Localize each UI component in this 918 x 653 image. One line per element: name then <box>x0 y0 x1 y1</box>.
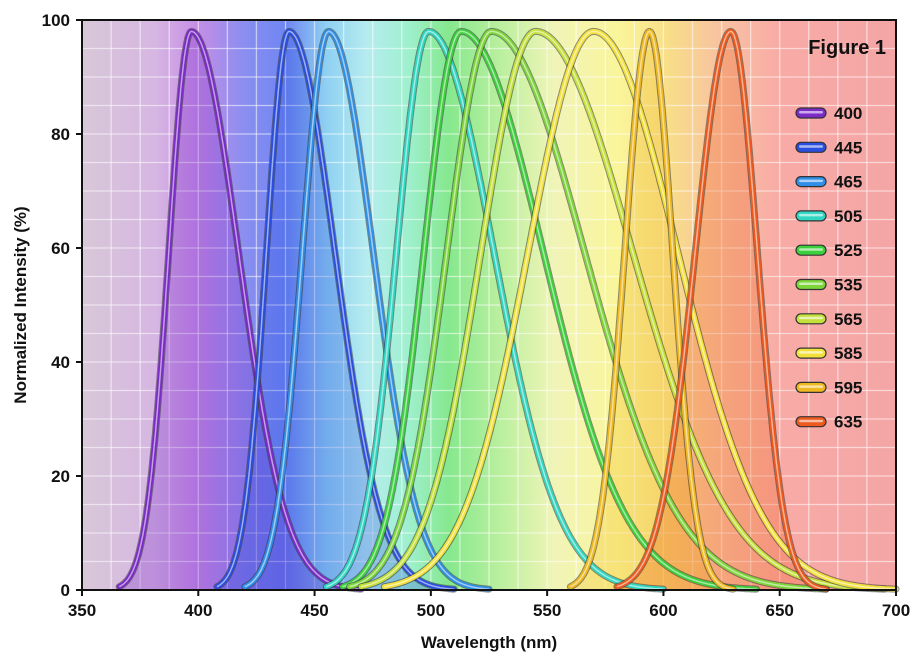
legend-label: 585 <box>834 344 862 363</box>
series-line-535 <box>346 27 830 593</box>
x-ticks: 350 400 450 500 550 600 650 700 <box>68 590 910 620</box>
y-tick-label: 0 <box>61 581 70 600</box>
chart-title: Figure 1 <box>808 37 886 59</box>
x-tick-label: 400 <box>184 601 212 620</box>
y-axis-title: Normalized Intensity (%) <box>11 206 30 403</box>
x-tick-label: 500 <box>417 601 445 620</box>
legend-label: 465 <box>834 173 862 192</box>
series-line-400 <box>115 27 365 593</box>
legend-item-635: 635 <box>795 413 862 432</box>
x-tick-label: 450 <box>300 601 328 620</box>
legend-item-400: 400 <box>795 104 862 123</box>
series-line-595 <box>566 27 737 593</box>
legend-item-465: 465 <box>795 173 862 192</box>
legend-label: 445 <box>834 138 862 157</box>
legend-label: 505 <box>834 207 862 226</box>
series-line-505 <box>322 27 667 593</box>
legend-label: 595 <box>834 378 862 397</box>
x-tick-label: 350 <box>68 601 96 620</box>
legend-item-535: 535 <box>795 276 862 295</box>
series-fill-445 <box>216 31 455 590</box>
series-line-465 <box>241 27 493 593</box>
curves <box>115 27 900 593</box>
series-fill-400 <box>119 31 362 590</box>
x-tick-label: 600 <box>649 601 677 620</box>
legend-label: 535 <box>834 276 862 295</box>
legend-item-505: 505 <box>795 207 862 226</box>
series-line-565 <box>357 27 888 593</box>
x-tick-label: 550 <box>533 601 561 620</box>
series-line-635 <box>613 27 830 593</box>
series-line-525 <box>339 27 760 593</box>
x-tick-label: 650 <box>766 601 794 620</box>
legend-label: 635 <box>834 413 862 432</box>
y-tick-label: 20 <box>51 467 70 486</box>
legend-item-585: 585 <box>795 344 862 363</box>
series-line-585 <box>380 27 900 593</box>
legend-label: 400 <box>834 104 862 123</box>
x-tick-label: 700 <box>882 601 910 620</box>
x-axis-title: Wavelength (nm) <box>421 633 557 652</box>
plot-border <box>81 19 897 591</box>
legend-item-525: 525 <box>795 241 862 260</box>
y-ticks: 0 20 40 60 80 100 <box>42 11 82 600</box>
y-tick-label: 60 <box>51 239 70 258</box>
legend-item-565: 565 <box>795 310 862 329</box>
y-tick-label: 40 <box>51 353 70 372</box>
legend: 400 445 465 505 525 535 565 585 595 635 <box>795 104 862 432</box>
legend-label: 565 <box>834 310 862 329</box>
legend-item-595: 595 <box>795 378 862 397</box>
legend-label: 525 <box>834 241 862 260</box>
legend-item-445: 445 <box>795 138 862 157</box>
y-tick-label: 100 <box>42 11 70 30</box>
y-tick-label: 80 <box>51 125 70 144</box>
